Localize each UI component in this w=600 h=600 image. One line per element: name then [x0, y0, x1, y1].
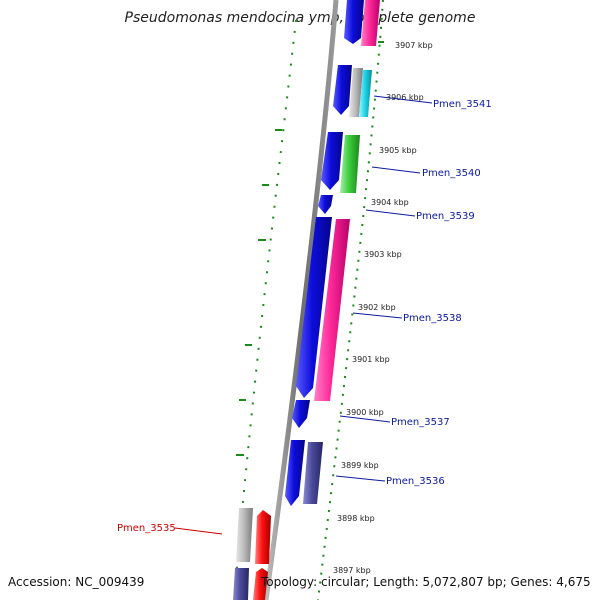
tick-label: 3901 kbp — [352, 355, 390, 364]
map-title: Pseudomonas mendocina ymp, complete geno… — [124, 10, 476, 26]
leader-pmen-3536 — [335, 475, 386, 482]
gene-blue-3899[interactable] — [285, 440, 305, 506]
gene-label-pmen-3541[interactable]: Pmen_3541 — [433, 99, 492, 110]
leader-pmen-3539 — [365, 209, 416, 217]
gene-pink-top[interactable] — [361, 0, 380, 46]
gene-red-3898[interactable] — [255, 510, 271, 564]
gc-skew-marks — [236, 129, 282, 456]
tick-label: 3904 kbp — [371, 198, 409, 207]
tick-label: 3903 kbp — [364, 250, 402, 259]
gene-cyan-3906[interactable] — [359, 70, 372, 117]
leader-pmen-3541 — [373, 95, 433, 104]
gene-blue-3904[interactable] — [318, 195, 333, 214]
tick-label: 3900 kbp — [346, 408, 384, 417]
gene-green-3905[interactable] — [340, 135, 360, 193]
leader-pmen-3535 — [174, 527, 223, 535]
tick-label: 3902 kbp — [358, 303, 396, 312]
gene-label-pmen-3539[interactable]: Pmen_3539 — [416, 211, 475, 222]
gene-label-pmen-3538[interactable]: Pmen_3538 — [403, 313, 462, 324]
leader-pmen-3537 — [339, 415, 391, 423]
gene-gray-3906[interactable] — [349, 68, 363, 117]
tick-label: 3907 kbp — [395, 41, 433, 50]
gene-label-pmen-3540[interactable]: Pmen_3540 — [422, 168, 481, 179]
tick-label: 3899 kbp — [341, 461, 379, 470]
tick-label: 3905 kbp — [379, 146, 417, 155]
gc-content-track — [233, 19, 297, 600]
gene-slate-3899[interactable] — [303, 442, 323, 504]
tick-label: 3897 kbp — [333, 566, 371, 575]
gene-gray-3898[interactable] — [236, 508, 253, 562]
gene-red-bottom[interactable] — [253, 568, 268, 600]
leader-pmen-3540 — [371, 166, 421, 174]
tick-label: 3906 kbp — [386, 93, 424, 102]
gene-slate-bottom[interactable] — [233, 568, 249, 600]
accession-text: Accession: NC_009439 — [8, 575, 145, 589]
genome-backbone — [263, 0, 339, 600]
leader-pmen-3538 — [352, 312, 403, 319]
gene-blue-top[interactable] — [344, 0, 364, 44]
gene-pink-long[interactable] — [314, 219, 350, 401]
gene-blue-long[interactable] — [296, 217, 332, 398]
gene-label-pmen-3537[interactable]: Pmen_3537 — [391, 417, 450, 428]
gene-blue-3906[interactable] — [333, 65, 352, 115]
gene-blue-3900[interactable] — [292, 400, 310, 428]
gene-label-pmen-3536[interactable]: Pmen_3536 — [386, 476, 445, 487]
gene-label-pmen-3535[interactable]: Pmen_3535 — [117, 523, 176, 534]
tick-label: 3898 kbp — [337, 514, 375, 523]
gene-blue-3905[interactable] — [321, 132, 343, 190]
topology-text: Topology: circular; Length: 5,072,807 bp… — [261, 575, 591, 589]
